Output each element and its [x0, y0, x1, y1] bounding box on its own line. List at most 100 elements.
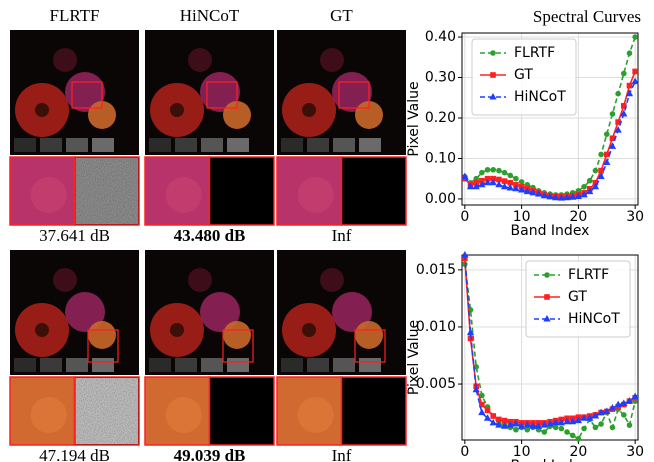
series [461, 77, 639, 201]
legend-label: HiNCoT [568, 311, 620, 327]
psnr-caption: 37.641 dB [39, 226, 110, 245]
data-point [608, 142, 617, 149]
flower-center [170, 323, 184, 337]
legend-label: FLRTF [568, 267, 609, 283]
data-point [592, 167, 599, 174]
data-point [489, 418, 497, 426]
data-point [564, 429, 570, 435]
gray-patch [307, 138, 329, 152]
gray-patch [175, 138, 197, 152]
data-point [591, 182, 600, 190]
data-point [574, 192, 583, 200]
data-point [569, 417, 577, 425]
data-point [625, 397, 634, 404]
axes-frame [461, 254, 639, 441]
chart-title: Spectral Curves [533, 7, 641, 26]
zoom-box [71, 81, 103, 109]
data-point [501, 417, 508, 424]
gray-patch [66, 138, 88, 152]
gray-patch [333, 358, 355, 372]
y-tick-label: 0.40 [425, 29, 456, 45]
column-header: HiNCoT [180, 6, 240, 25]
psnr-caption: Inf [332, 446, 352, 462]
x-tick-label: 0 [460, 444, 469, 460]
data-point [552, 424, 559, 431]
data-point [574, 416, 583, 424]
flower [320, 268, 344, 292]
data-point [569, 193, 577, 200]
image-panel [9, 250, 140, 446]
y-tick-label: 0.005 [416, 376, 456, 392]
legend-marker [490, 50, 496, 56]
zoom-detail [30, 177, 67, 213]
data-point [513, 426, 519, 433]
data-point [586, 177, 593, 184]
data-point [632, 34, 638, 40]
data-point [603, 407, 611, 414]
legend-marker [543, 314, 551, 322]
data-point [506, 183, 514, 191]
legend-marker [544, 272, 550, 278]
x-tick-label: 30 [626, 209, 644, 225]
zoom-box [338, 81, 370, 109]
flower [53, 48, 77, 72]
data-point [626, 82, 633, 89]
data-point [614, 400, 622, 408]
gray-patch [333, 138, 355, 152]
data-point [513, 175, 519, 182]
data-point [621, 70, 627, 77]
data-point [490, 413, 497, 419]
y-tick-label: 0.20 [425, 110, 456, 126]
flower-center [35, 323, 49, 337]
gray-patch [92, 358, 114, 372]
legend-box [525, 260, 631, 338]
data-point [625, 89, 634, 97]
flower-center [302, 323, 316, 337]
data-point [483, 178, 492, 186]
column-header: FLRTF [50, 6, 100, 25]
legend-label: FLRTF [514, 45, 555, 61]
data-point [479, 401, 485, 408]
data-point [575, 436, 582, 442]
error-map [340, 376, 407, 446]
data-point [534, 422, 543, 429]
error-map [340, 156, 407, 226]
flower [188, 48, 212, 72]
data-point [478, 180, 486, 188]
data-point [580, 190, 588, 198]
data-point [512, 184, 520, 192]
data-point [631, 77, 639, 85]
x-tick-label: 20 [569, 209, 587, 225]
data-point [626, 50, 633, 57]
data-point [552, 418, 560, 426]
data-point [603, 158, 611, 166]
error-noise [75, 378, 138, 444]
data-point [581, 183, 587, 190]
data-point [598, 167, 604, 174]
data-point [569, 432, 576, 439]
flower [65, 292, 105, 332]
data-point [581, 425, 587, 432]
zoom-detail [297, 397, 334, 433]
data-point [614, 126, 622, 133]
y-tick-label: 0.30 [425, 70, 456, 86]
zoom-box [354, 329, 386, 363]
gray-patch [227, 138, 249, 152]
data-point [507, 172, 514, 179]
psnr-caption: 43.480 dB [174, 226, 246, 245]
data-point [586, 414, 594, 421]
gray-patch [281, 138, 303, 152]
flower-center [35, 103, 49, 117]
gray-patch [14, 358, 36, 372]
flower [332, 292, 372, 332]
gray-patch [201, 358, 223, 372]
data-point [591, 411, 600, 419]
data-point [496, 167, 502, 174]
legend-label: GT [568, 289, 587, 305]
data-point [603, 151, 610, 158]
data-point [558, 425, 565, 432]
data-point [541, 429, 548, 435]
legend-marker [489, 92, 497, 100]
gray-patch [227, 358, 249, 372]
data-point [608, 404, 617, 411]
